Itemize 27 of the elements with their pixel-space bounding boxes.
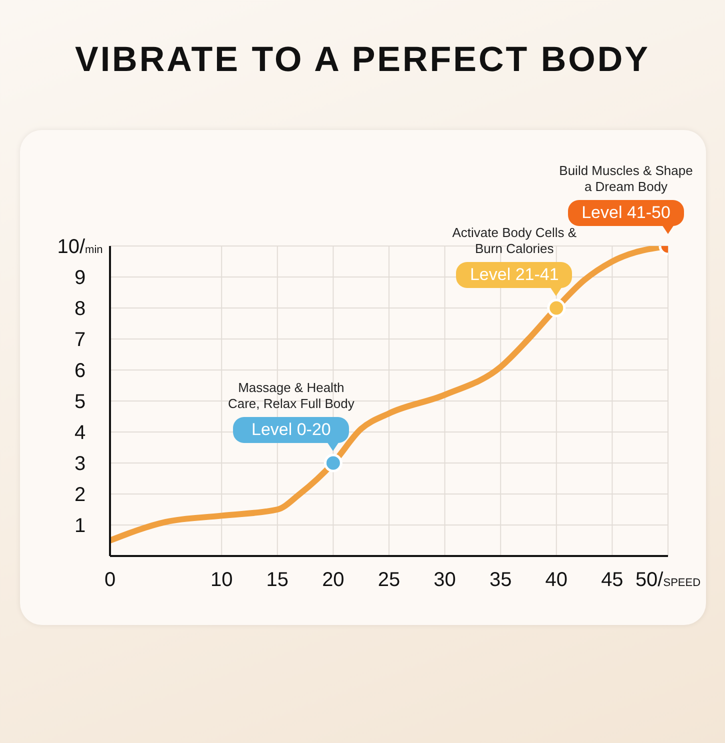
y-tick-label: 3 xyxy=(74,453,86,475)
y-tick-label: 9 xyxy=(74,267,86,289)
y-tick-label: 1 xyxy=(74,515,86,537)
annotation: Activate Body Cells & Burn Calories xyxy=(451,225,578,257)
text: Build Muscles & Shape a Dream Body xyxy=(558,163,694,195)
x-tick-label: 45 xyxy=(601,569,624,591)
x-tick-label: 50/SPEED xyxy=(635,569,701,591)
annotation: Level 21-41 xyxy=(456,265,572,285)
x-tick-label: 30 xyxy=(434,569,456,591)
chart-title: VIBRATE TO A PERFECT BODY xyxy=(74,40,652,80)
y-tick-label: 8 xyxy=(74,298,86,320)
x-tick-label: 40 xyxy=(545,569,568,591)
annotation: Level 0-20 xyxy=(233,420,350,440)
x-tick-label: 0 xyxy=(104,569,116,591)
y-tick-label: 4 xyxy=(74,422,86,444)
x-tick-label: 20 xyxy=(322,569,344,591)
x-tick-label: 10 xyxy=(210,569,233,591)
y-tick-label: 6 xyxy=(74,360,86,382)
y-tick-label: 7 xyxy=(74,329,86,351)
x-tick-label: 35 xyxy=(489,569,512,591)
x-tick-label: 15 xyxy=(266,569,289,591)
annotation: Level 41-50 xyxy=(568,203,684,223)
y-tick-label: 5 xyxy=(74,391,86,413)
annotation: Massage & Health Care, Relax Full Body xyxy=(226,380,356,412)
x-tick-label: 25 xyxy=(378,569,400,591)
y-tick-label: 2 xyxy=(74,484,86,506)
y-tick-label: 10/min xyxy=(57,236,103,258)
